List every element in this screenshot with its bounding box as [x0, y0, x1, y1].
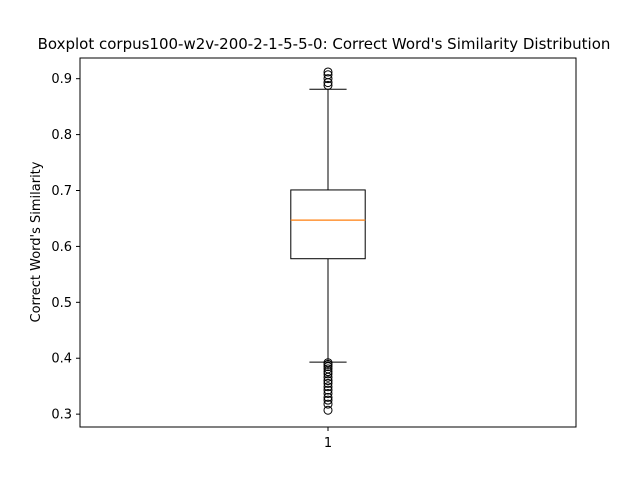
- outlier-point-5: [323, 385, 333, 395]
- outlier-point-19: [323, 70, 333, 80]
- y-tick-label-2: 0.5: [51, 296, 72, 311]
- y-tick-label-0: 0.3: [51, 408, 72, 423]
- outlier-point-18: [323, 74, 333, 84]
- outlier-point-6: [323, 382, 333, 392]
- outlier-point-0: [323, 405, 333, 415]
- outlier-point-10: [323, 369, 333, 379]
- outlier-point-12: [323, 364, 333, 374]
- outlier-point-16: [323, 80, 333, 90]
- plot-frame: [79, 57, 577, 428]
- outlier-point-4: [323, 388, 333, 398]
- outlier-point-8: [323, 376, 333, 386]
- y-tick-label-1: 0.4: [51, 352, 72, 367]
- outlier-point-11: [323, 367, 333, 377]
- x-tick-label-0: 1: [324, 436, 332, 451]
- outlier-point-1: [323, 399, 333, 409]
- y-tick-label-5: 0.8: [51, 128, 72, 143]
- outlier-point-7: [323, 378, 333, 388]
- iqr-box: [290, 189, 366, 260]
- outlier-point-20: [323, 67, 333, 77]
- outlier-point-15: [323, 358, 333, 368]
- y-axis-label: Correct Word's Similarity: [29, 161, 44, 322]
- outlier-point-3: [323, 392, 333, 402]
- y-tick-label-4: 0.7: [51, 184, 72, 199]
- outlier-point-13: [323, 362, 333, 372]
- chart-title: Boxplot corpus100-w2v-200-2-1-5-5-0: Cor…: [38, 35, 611, 53]
- y-tick-label-6: 0.9: [51, 72, 72, 87]
- outlier-point-2: [323, 395, 333, 405]
- y-tick-label-3: 0.6: [51, 240, 72, 255]
- plot-layer: 0.3 0.4 0.5 0.6 0.7 0.8 0.9 1: [51, 67, 366, 451]
